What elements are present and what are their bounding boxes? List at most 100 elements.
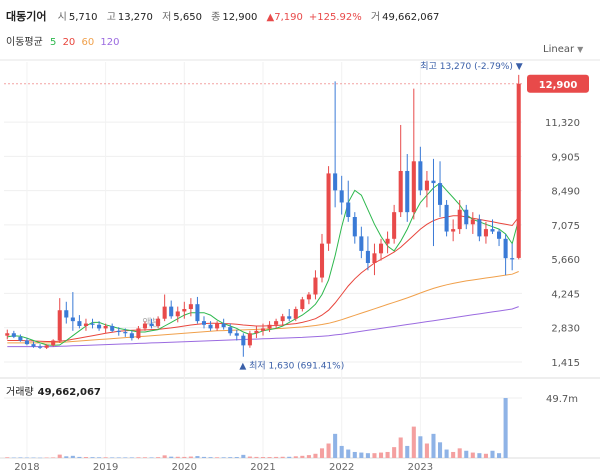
volume-bar (162, 455, 167, 458)
volume-bar (411, 426, 416, 458)
scale-selector[interactable]: Linear ▼ (543, 44, 583, 55)
candle-body (431, 180, 436, 184)
candle-body (123, 332, 128, 334)
x-tick-label: 2023 (408, 462, 433, 473)
candle-body (228, 327, 233, 334)
candle (346, 180, 351, 222)
volume-bar (77, 456, 82, 458)
volume-bar (274, 456, 279, 458)
volume-bar (38, 457, 43, 459)
volume-bar (241, 454, 246, 458)
candle (83, 318, 88, 331)
candle (169, 300, 174, 319)
candle (188, 298, 193, 317)
candle-body (385, 238, 390, 244)
volume-bar (188, 456, 193, 458)
volume-bar (352, 451, 357, 458)
volume-bar (372, 453, 377, 458)
candle-body (70, 317, 75, 322)
candle-body (346, 202, 351, 217)
candle-body (18, 336, 23, 341)
low-value: 5,650 (173, 12, 202, 23)
candle (503, 233, 508, 276)
candle-body (38, 346, 43, 348)
ma-legend-20[interactable]: 20 (62, 37, 76, 48)
candle (497, 229, 502, 247)
volume-bar (175, 456, 180, 458)
candle-body (405, 170, 410, 213)
candle-body (103, 325, 108, 329)
volume-bar (201, 456, 207, 458)
candle-body (470, 219, 475, 225)
volume-bar (149, 457, 154, 458)
candle-body (201, 321, 207, 325)
candle (90, 318, 95, 329)
candle-body (457, 209, 462, 230)
volume-bar (103, 457, 108, 458)
volume-bar (444, 449, 449, 458)
candle-body (215, 323, 220, 329)
x-tick-label: 2022 (329, 462, 354, 473)
candle (51, 339, 56, 347)
candle (195, 296, 200, 324)
candle (444, 200, 449, 237)
ma-legend-5[interactable]: 5 (50, 37, 57, 48)
volume-bar (70, 455, 75, 458)
ma-legend-title: 이동평균 (6, 37, 43, 48)
candle (260, 323, 266, 336)
volume-bar (306, 455, 311, 458)
candle (392, 204, 397, 244)
change-percent: +125.92% (308, 12, 362, 23)
candle-body (352, 217, 357, 237)
candle-body (77, 321, 82, 326)
candle (516, 74, 521, 260)
candle-body (267, 324, 272, 329)
volume-bar (333, 433, 338, 458)
ma-legend-60[interactable]: 60 (81, 37, 95, 48)
volume-bar (385, 451, 390, 458)
candle-body (497, 231, 502, 239)
candle (116, 327, 121, 336)
volume-bar (464, 450, 469, 458)
ma120-line (7, 306, 519, 348)
candle-body (64, 310, 69, 318)
volume-bar (280, 456, 285, 458)
candle-body (300, 299, 305, 310)
candle (333, 81, 338, 208)
candle-body (424, 180, 429, 191)
candle-body (254, 330, 259, 334)
candle-body (129, 333, 134, 339)
high-value: 13,270 (117, 12, 153, 23)
volume-bar (497, 453, 502, 458)
candle-body (44, 345, 49, 348)
volume-bar (319, 448, 325, 458)
candle (378, 238, 384, 261)
candle-body (339, 190, 344, 203)
candle (5, 329, 10, 340)
candle (424, 170, 429, 208)
volume-bar (392, 447, 397, 458)
volume-bar (64, 456, 69, 458)
candle (254, 325, 259, 339)
open-value: 5,710 (68, 12, 98, 23)
candle (385, 231, 390, 254)
volume-tick-label: 49.7m (546, 394, 578, 405)
candle-body (464, 209, 469, 225)
volume-bar (431, 433, 436, 458)
candle-body (142, 323, 148, 329)
ma-legend-120[interactable]: 120 (100, 37, 120, 48)
candle-body (208, 324, 213, 329)
candle-body (156, 318, 161, 326)
candle (221, 318, 226, 330)
candle (477, 214, 482, 242)
volume-bar (483, 453, 488, 458)
candle-body (97, 324, 102, 329)
candle (274, 318, 279, 329)
volume-bar (11, 457, 16, 459)
candle (418, 146, 423, 196)
candle-body (90, 323, 95, 325)
candle (490, 219, 495, 234)
candle (339, 175, 344, 215)
candle (24, 338, 29, 346)
